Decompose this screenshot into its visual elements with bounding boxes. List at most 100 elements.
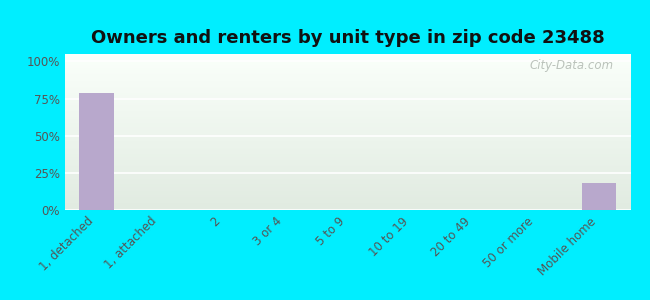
Bar: [65, 170, 630, 171]
Bar: [65, 209, 630, 210]
Bar: [65, 169, 630, 170]
Bar: [65, 177, 630, 178]
Bar: [65, 204, 630, 205]
Bar: [65, 80, 630, 81]
Bar: [65, 82, 630, 83]
Bar: [65, 207, 630, 208]
Bar: [65, 119, 630, 120]
Bar: [65, 192, 630, 193]
Bar: [65, 88, 630, 89]
Bar: [65, 142, 630, 143]
Bar: [65, 194, 630, 195]
Bar: [65, 174, 630, 175]
Bar: [65, 185, 630, 186]
Bar: [65, 85, 630, 86]
Bar: [65, 138, 630, 139]
Bar: [65, 67, 630, 68]
Bar: [65, 116, 630, 117]
Bar: [65, 156, 630, 157]
Bar: [65, 74, 630, 75]
Bar: [65, 181, 630, 182]
Bar: [65, 79, 630, 80]
Bar: [65, 152, 630, 153]
Bar: [65, 198, 630, 199]
Title: Owners and renters by unit type in zip code 23488: Owners and renters by unit type in zip c…: [91, 29, 604, 47]
Bar: [65, 105, 630, 106]
Bar: [65, 172, 630, 173]
Bar: [65, 65, 630, 66]
Bar: [65, 206, 630, 207]
Bar: [65, 155, 630, 156]
Bar: [65, 106, 630, 107]
Bar: [65, 84, 630, 85]
Bar: [65, 135, 630, 136]
Bar: [65, 167, 630, 168]
Bar: [65, 164, 630, 165]
Bar: [65, 187, 630, 188]
Bar: [65, 93, 630, 94]
Bar: [65, 151, 630, 152]
Bar: [65, 96, 630, 97]
Bar: [65, 163, 630, 164]
Bar: [65, 139, 630, 140]
Bar: [65, 91, 630, 92]
Bar: [65, 121, 630, 122]
Bar: [65, 70, 630, 71]
Bar: [65, 186, 630, 187]
Bar: [65, 137, 630, 138]
Bar: [65, 133, 630, 134]
Bar: [65, 107, 630, 108]
Bar: [65, 57, 630, 58]
Bar: [65, 56, 630, 57]
Bar: [65, 78, 630, 79]
Bar: [65, 125, 630, 126]
Bar: [65, 140, 630, 141]
Bar: [65, 123, 630, 124]
Bar: [65, 199, 630, 200]
Bar: [65, 195, 630, 196]
Bar: [65, 145, 630, 146]
Bar: [65, 118, 630, 119]
Bar: [65, 134, 630, 135]
Bar: [65, 180, 630, 181]
Bar: [65, 76, 630, 77]
Bar: [65, 113, 630, 114]
Bar: [65, 124, 630, 125]
Bar: [65, 73, 630, 74]
Bar: [65, 197, 630, 198]
Bar: [65, 184, 630, 185]
Bar: [65, 68, 630, 69]
Bar: [65, 161, 630, 162]
Bar: [65, 208, 630, 209]
Bar: [65, 100, 630, 101]
Bar: [65, 97, 630, 98]
Bar: [65, 115, 630, 116]
Bar: [65, 178, 630, 179]
Bar: [65, 99, 630, 100]
Bar: [65, 162, 630, 163]
Bar: [65, 102, 630, 103]
Bar: [65, 196, 630, 197]
Bar: [65, 117, 630, 118]
Bar: [65, 92, 630, 93]
Bar: [65, 60, 630, 61]
Bar: [65, 87, 630, 88]
Bar: [65, 169, 630, 170]
Bar: [65, 159, 630, 160]
Bar: [65, 109, 630, 110]
Bar: [65, 112, 630, 113]
Bar: [65, 132, 630, 133]
Bar: [65, 90, 630, 91]
Bar: [65, 128, 630, 129]
Bar: [65, 150, 630, 151]
Bar: [65, 55, 630, 56]
Bar: [65, 86, 630, 87]
Bar: [65, 183, 630, 184]
Bar: [65, 144, 630, 145]
Bar: [65, 71, 630, 72]
Bar: [65, 201, 630, 202]
Bar: [65, 149, 630, 150]
Bar: [65, 59, 630, 60]
Bar: [65, 158, 630, 159]
Bar: [65, 154, 630, 155]
